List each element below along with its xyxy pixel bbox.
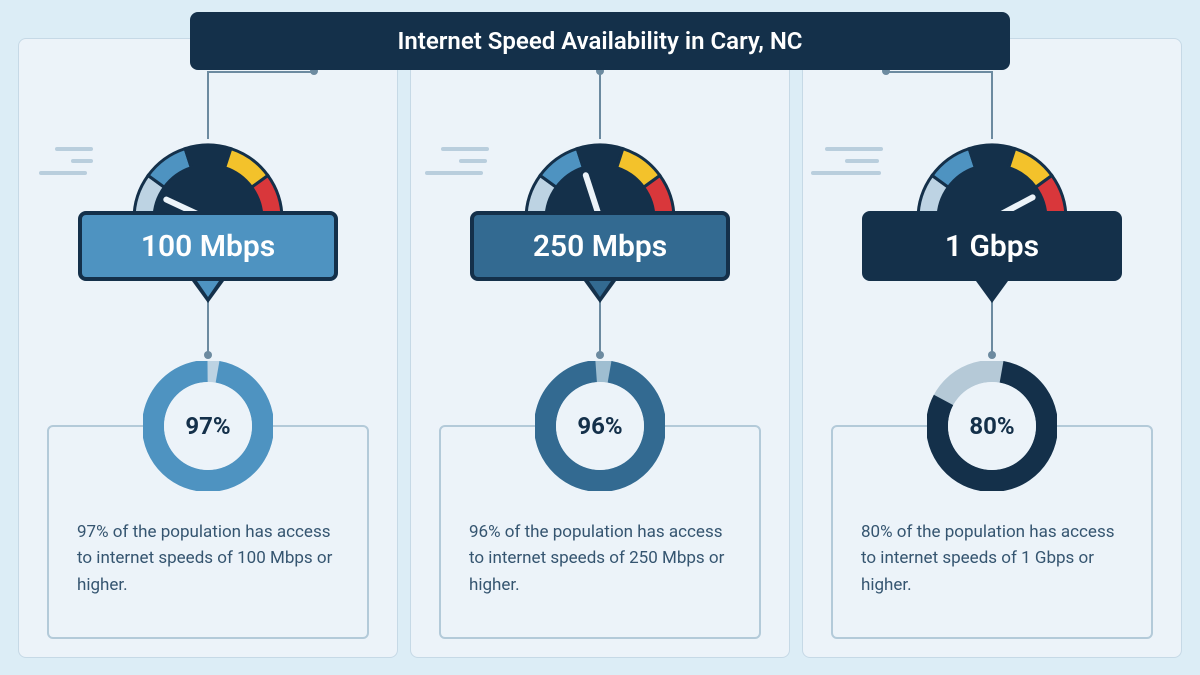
- speed-label: 250 Mbps: [533, 229, 667, 264]
- speed-badge: 250 Mbps: [470, 211, 730, 281]
- motion-lines: [423, 147, 503, 183]
- percent-donut: 97%: [143, 361, 273, 491]
- panels-container: 100 Mbps 97% of the population has access…: [18, 38, 1182, 658]
- percent-donut: 80%: [927, 361, 1057, 491]
- percent-label: 96%: [577, 412, 622, 440]
- speed-label: 1 Gbps: [945, 229, 1039, 264]
- percent-donut: 96%: [535, 361, 665, 491]
- speed-panel: 250 Mbps 96% of the population has access…: [410, 38, 790, 658]
- speed-label: 100 Mbps: [141, 229, 275, 264]
- speed-badge: 100 Mbps: [78, 211, 338, 281]
- percent-label: 80%: [969, 412, 1014, 440]
- title-bar: Internet Speed Availability in Cary, NC: [190, 12, 1010, 70]
- motion-lines: [815, 147, 895, 183]
- description-text: 96% of the population has access to inte…: [469, 519, 731, 598]
- description-text: 80% of the population has access to inte…: [861, 519, 1123, 598]
- page-title: Internet Speed Availability in Cary, NC: [397, 27, 802, 55]
- motion-lines: [31, 147, 111, 183]
- description-text: 97% of the population has access to inte…: [77, 519, 339, 598]
- speed-badge: 1 Gbps: [862, 211, 1122, 281]
- speed-panel: 1 Gbps 80% of the population has access t…: [802, 38, 1182, 658]
- percent-label: 97%: [185, 412, 230, 440]
- speed-panel: 100 Mbps 97% of the population has access…: [18, 38, 398, 658]
